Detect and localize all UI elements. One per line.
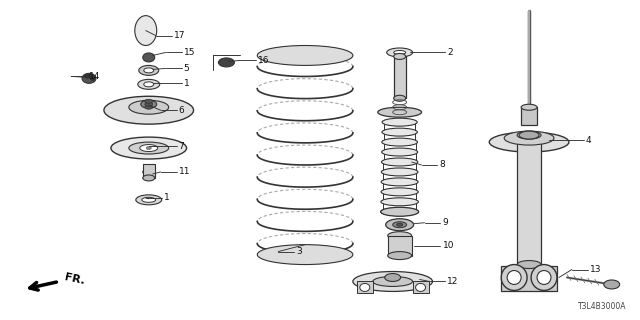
Ellipse shape [111,137,187,159]
Bar [501,266,557,292]
Ellipse shape [381,178,418,186]
Ellipse shape [394,53,406,60]
Ellipse shape [382,118,417,126]
Ellipse shape [141,100,157,108]
Text: 11: 11 [179,167,190,176]
Text: 4: 4 [586,136,591,145]
Bar [357,282,372,293]
Ellipse shape [504,131,554,145]
Ellipse shape [84,74,90,78]
Text: 1: 1 [184,79,189,88]
Ellipse shape [135,16,157,45]
Ellipse shape [394,51,406,54]
Ellipse shape [507,270,521,284]
Ellipse shape [139,65,159,76]
Ellipse shape [90,76,95,80]
Ellipse shape [142,197,156,202]
Text: 15: 15 [184,48,195,57]
Ellipse shape [143,53,155,62]
Bar [388,236,412,256]
Text: 16: 16 [259,56,270,65]
Text: T3L4B3000A: T3L4B3000A [578,302,627,311]
Bar [413,282,429,293]
Ellipse shape [145,105,153,109]
Ellipse shape [257,45,353,65]
Text: 12: 12 [447,277,459,286]
Ellipse shape [218,58,234,67]
Ellipse shape [360,284,370,292]
Bar [143,164,155,178]
Ellipse shape [145,99,153,103]
Text: 8: 8 [440,160,445,170]
Ellipse shape [381,168,418,176]
Ellipse shape [381,148,418,156]
Ellipse shape [388,232,412,240]
Ellipse shape [517,260,541,268]
Ellipse shape [147,147,151,149]
Text: 7: 7 [179,141,184,151]
Ellipse shape [519,131,539,139]
Ellipse shape [129,100,169,114]
Ellipse shape [415,284,426,292]
Ellipse shape [604,280,620,289]
Text: 6: 6 [179,106,184,115]
Ellipse shape [143,169,155,175]
Bar [517,135,541,265]
Ellipse shape [387,48,413,57]
Ellipse shape [501,265,527,291]
Ellipse shape [82,73,96,83]
Ellipse shape [136,195,162,205]
Text: 9: 9 [442,218,448,227]
Ellipse shape [257,244,353,265]
Text: 5: 5 [184,64,189,73]
Ellipse shape [381,208,419,216]
Ellipse shape [88,74,93,78]
Ellipse shape [144,82,154,87]
Ellipse shape [104,96,193,124]
Ellipse shape [385,274,401,282]
Ellipse shape [143,175,155,181]
Bar [521,107,537,125]
Text: 1: 1 [164,193,170,202]
Ellipse shape [397,223,403,226]
Ellipse shape [537,270,551,284]
Ellipse shape [140,145,157,152]
Ellipse shape [517,131,541,139]
Ellipse shape [138,79,160,89]
Ellipse shape [129,142,169,154]
Ellipse shape [394,95,406,101]
Ellipse shape [393,222,406,228]
Ellipse shape [378,107,422,117]
Ellipse shape [381,198,419,206]
Ellipse shape [489,132,569,152]
Text: 10: 10 [442,241,454,250]
Text: 14: 14 [89,72,100,81]
Ellipse shape [145,102,153,106]
Ellipse shape [531,265,557,291]
Bar [394,56,406,98]
Ellipse shape [381,188,419,196]
Text: 13: 13 [590,265,602,274]
Ellipse shape [382,128,417,136]
Ellipse shape [144,68,154,73]
Ellipse shape [381,207,419,216]
Text: FR.: FR. [63,272,85,286]
Ellipse shape [388,252,412,260]
Ellipse shape [521,104,537,110]
Text: 3: 3 [296,247,302,256]
Text: 17: 17 [173,31,185,40]
Ellipse shape [381,158,418,166]
Ellipse shape [353,271,433,292]
Ellipse shape [372,276,413,286]
Text: 2: 2 [447,48,453,57]
Ellipse shape [382,138,417,146]
Ellipse shape [386,219,413,231]
